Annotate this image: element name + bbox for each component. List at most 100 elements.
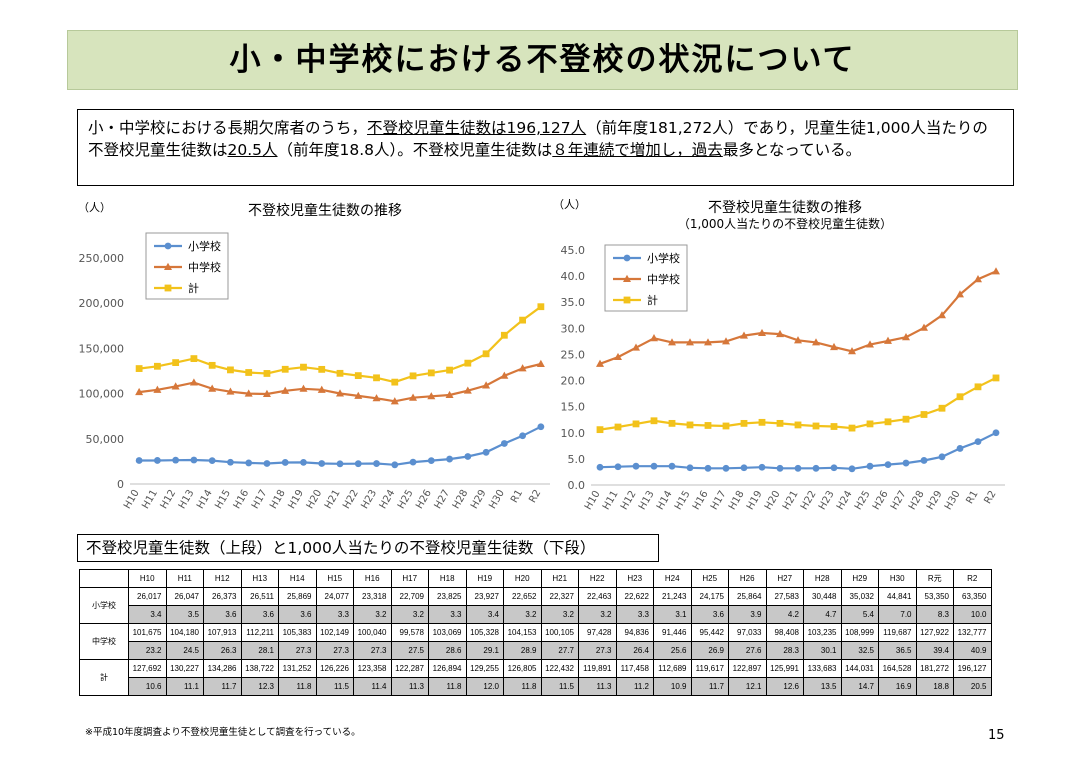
table-row: 小学校 26,017 26,047 26,373 26,511 25,869 24,077 2… — [79, 587, 992, 624]
y-tick-label: 30.0 — [561, 322, 586, 335]
table-cell-rate: 3.2 — [353, 605, 392, 624]
data-point — [263, 460, 271, 467]
table-corner-cell — [79, 569, 129, 588]
table-row-label: 中学校 — [79, 623, 129, 660]
data-point — [409, 458, 417, 466]
x-tick-label: H11 — [140, 488, 160, 511]
rate-line-chart: 不登校児童生徒数の推移 （1,000人当たりの不登校児童生徒数） （人） 0.0 5.0… — [545, 195, 1015, 525]
table-column-header: H29 — [840, 569, 879, 588]
table-cell-rate: 28.1 — [240, 641, 279, 660]
table-cell-rate: 11.2 — [615, 677, 654, 696]
data-point — [956, 445, 964, 452]
x-tick-label: H23 — [817, 489, 837, 512]
table-column-header: H26 — [728, 569, 767, 588]
table-column-header: H27 — [765, 569, 804, 588]
table-cell-rate: 10.9 — [653, 677, 692, 696]
count-line-chart: 不登校児童生徒数の推移 （人） 0 50,000 100,000 150,000 200,0… — [60, 195, 560, 525]
table-cell-rate: 4.2 — [765, 605, 804, 624]
data-table: H10 H11 H12 H13 H14 H15 H16 H17 H18 H19 H20 H21 H22 H… — [79, 569, 992, 696]
table-cell-count: 97,033 — [728, 623, 767, 642]
x-tick-label: H27 — [433, 488, 453, 511]
table-cell-count: 22,622 — [615, 587, 654, 606]
legend-label: 計 — [647, 293, 658, 307]
x-tick-label: H12 — [619, 489, 639, 512]
table-row-label: 小学校 — [79, 587, 129, 624]
table-cell-rate: 3.6 — [240, 605, 279, 624]
summary-text: （前年度181,272人）であり，児童生徒1,000人当たりの不登校児童生徒数は — [88, 119, 988, 159]
data-point — [758, 418, 766, 426]
data-point — [992, 267, 1000, 275]
page-number: 15 — [988, 728, 1005, 743]
table-cell-rate: 12.6 — [765, 677, 804, 696]
y-tick-label: 45.0 — [561, 244, 586, 257]
data-point — [536, 359, 545, 367]
data-point — [902, 415, 910, 423]
table-cell-count: 103,069 — [428, 623, 467, 642]
data-point — [956, 393, 964, 401]
x-tick-label: H29 — [925, 489, 945, 512]
data-point — [537, 303, 545, 311]
table-row-label: 計 — [79, 659, 129, 696]
data-point — [227, 458, 234, 466]
data-point — [650, 462, 658, 470]
data-point — [830, 423, 838, 430]
data-point — [686, 338, 694, 346]
y-tick-label: 5.0 — [568, 453, 586, 466]
table-cell-rate: 32.5 — [840, 641, 879, 660]
table-cell-count: 35,032 — [840, 587, 879, 606]
data-point — [446, 366, 453, 374]
x-tick-label: H22 — [799, 489, 819, 512]
table-cell-count: 130,227 — [165, 659, 204, 678]
table-column-header: H16 — [353, 569, 392, 588]
table-cell-rate: 11.8 — [503, 677, 542, 696]
table-cell-rate: 3.3 — [428, 605, 467, 624]
table-cell-rate: 3.4 — [128, 605, 167, 624]
data-point — [464, 453, 472, 460]
data-point — [830, 464, 838, 472]
data-point — [632, 343, 640, 351]
data-point — [500, 440, 508, 447]
data-point — [300, 363, 307, 371]
data-point — [135, 457, 143, 464]
data-point — [812, 464, 820, 472]
table-cell-rate: 16.9 — [878, 677, 917, 696]
table-cell-count: 117,458 — [615, 659, 654, 678]
table-title: 不登校児童生徒数（上段）と1,000人当たりの不登校児童生徒数（下段） — [77, 534, 659, 562]
chart-title: 不登校児童生徒数の推移 — [248, 202, 402, 219]
legend-label: 計 — [188, 281, 199, 295]
table-column-header: H10 — [128, 569, 167, 588]
x-tick-label: R1 — [509, 488, 525, 505]
data-point — [920, 411, 928, 418]
data-point — [884, 461, 892, 469]
table-column-header: H14 — [278, 569, 317, 588]
data-point — [830, 342, 838, 351]
title-band: 小・中学校における不登校の状況について — [67, 30, 1018, 90]
data-point — [336, 369, 344, 377]
chart-subtitle: （1,000人当たりの不登校児童生徒数） — [678, 216, 892, 231]
x-tick-label: H28 — [907, 489, 927, 512]
table-cell-rate: 3.2 — [540, 605, 579, 624]
data-point — [373, 460, 380, 467]
data-point — [500, 331, 508, 339]
data-point — [704, 338, 712, 346]
table-cell-count: 102,149 — [315, 623, 354, 642]
table-cell-count: 119,891 — [578, 659, 617, 678]
summary-highlight: 不登校児童生徒数は196,127人 — [367, 119, 587, 137]
data-point — [776, 419, 784, 427]
data-point — [354, 460, 362, 468]
data-point — [776, 464, 784, 472]
data-point — [992, 374, 1000, 382]
table-cell-rate: 3.9 — [728, 605, 767, 624]
x-tick-label: R2 — [527, 488, 543, 505]
data-point — [668, 338, 676, 346]
data-point — [938, 453, 946, 461]
x-tick-label: H25 — [396, 488, 416, 511]
data-point — [153, 385, 162, 393]
page-title: 小・中学校における不登校の状況について — [229, 42, 856, 78]
data-point — [848, 424, 856, 432]
data-point — [668, 419, 676, 427]
table-cell-count: 164,528 — [878, 659, 917, 678]
data-point — [281, 365, 289, 373]
table-cell-rate: 28.9 — [503, 641, 542, 660]
